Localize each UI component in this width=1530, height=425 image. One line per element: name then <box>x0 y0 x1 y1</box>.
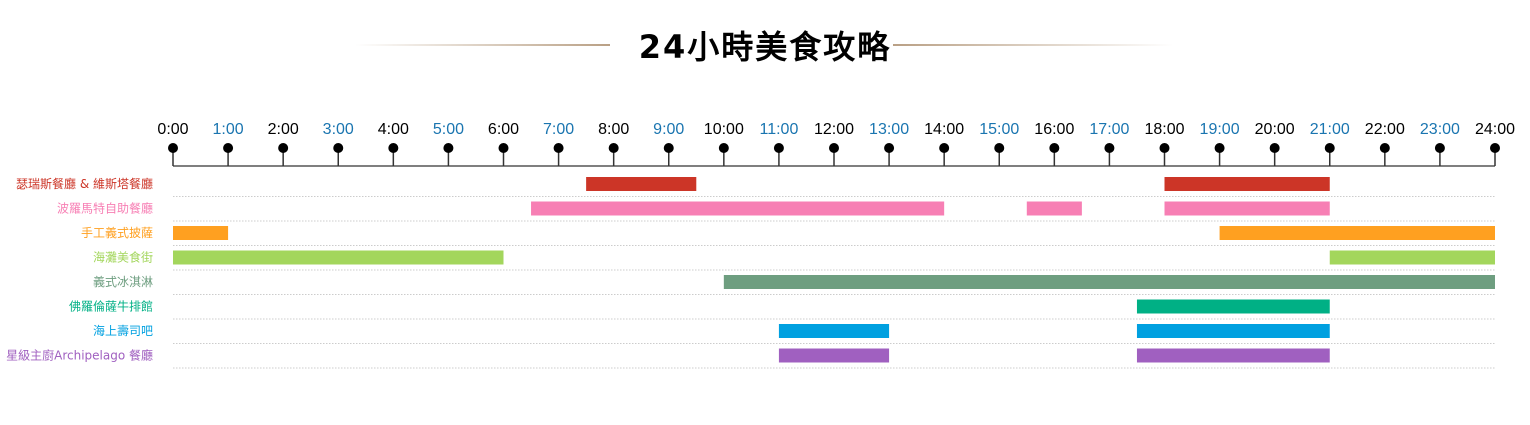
row-label: 佛羅倫薩牛排館 <box>69 299 153 314</box>
x-tick-dot <box>1159 143 1170 153</box>
time-bar <box>173 250 504 265</box>
x-tick-label: 7:00 <box>543 121 574 138</box>
x-tick-label: 8:00 <box>598 121 629 138</box>
x-tick-label: 21:00 <box>1310 121 1350 138</box>
time-bar <box>1136 324 1330 338</box>
x-tick-label: 24:00 <box>1475 121 1515 138</box>
title-divider-right <box>893 44 1173 46</box>
x-tick-dot <box>223 143 234 153</box>
x-tick-dot <box>388 143 399 153</box>
time-bar <box>1164 201 1330 216</box>
x-tick-dot <box>1434 143 1445 153</box>
row-label: 波羅馬特自助餐廳 <box>57 201 153 216</box>
time-bar <box>1219 226 1495 240</box>
x-tick-label: 9:00 <box>653 121 684 138</box>
x-tick-dot <box>553 143 564 153</box>
x-tick-dot <box>884 143 895 153</box>
x-tick-dot <box>1269 143 1280 153</box>
x-tick-label: 14:00 <box>924 121 964 138</box>
x-tick-label: 1:00 <box>213 121 244 138</box>
x-tick-label: 4:00 <box>378 121 409 138</box>
x-tick-dot <box>443 143 454 153</box>
x-tick-dot <box>718 143 729 153</box>
chart-title: 24小時美食攻略 <box>638 28 892 66</box>
x-tick-label: 20:00 <box>1255 121 1295 138</box>
x-tick-label: 17:00 <box>1089 121 1129 138</box>
x-tick-dot <box>829 143 839 153</box>
x-tick-dot <box>278 143 289 153</box>
x-tick-dot <box>1049 143 1060 153</box>
x-tick-dot <box>994 143 1005 153</box>
x-tick-label: 18:00 <box>1144 121 1184 138</box>
row-label: 海上壽司吧 <box>93 323 153 338</box>
x-tick-label: 15:00 <box>979 121 1019 138</box>
x-tick-dot <box>1324 143 1335 153</box>
time-bar <box>778 324 890 338</box>
x-tick-dot <box>1490 143 1500 153</box>
time-bar <box>1136 299 1330 314</box>
x-tick-dot <box>498 143 509 153</box>
time-bar <box>1329 250 1495 265</box>
x-tick-dot <box>608 143 619 153</box>
x-tick-label: 19:00 <box>1200 121 1240 138</box>
title-divider-left <box>355 44 610 46</box>
x-tick-dot <box>939 143 950 153</box>
x-tick-dot <box>1214 143 1225 153</box>
x-tick-dot <box>333 143 344 153</box>
x-tick-label: 16:00 <box>1034 121 1074 138</box>
x-tick-label: 5:00 <box>433 121 464 138</box>
time-bar <box>531 201 945 216</box>
x-tick-dot <box>168 143 178 153</box>
chart-title-area: 24小時美食攻略 <box>0 22 1530 68</box>
time-bar <box>1164 177 1330 191</box>
x-tick-dot <box>1379 143 1390 153</box>
time-bar <box>1136 348 1330 363</box>
x-tick-label: 13:00 <box>869 121 909 138</box>
x-tick-label: 6:00 <box>488 121 519 138</box>
time-bar <box>586 177 697 191</box>
row-label: 瑟瑞斯餐廳 & 維斯塔餐廳 <box>16 176 153 191</box>
time-bar <box>173 226 229 240</box>
x-tick-label: 22:00 <box>1365 121 1405 138</box>
row-label: 義式冰淇淋 <box>93 274 153 289</box>
x-tick-label: 10:00 <box>704 121 744 138</box>
x-tick-label: 11:00 <box>759 121 798 138</box>
x-tick-label: 23:00 <box>1420 121 1460 138</box>
x-tick-label: 0:00 <box>157 121 188 138</box>
row-label: 海灘美食街 <box>93 250 153 265</box>
time-bar <box>778 348 890 363</box>
x-tick-label: 3:00 <box>323 121 354 138</box>
x-tick-dot <box>1104 143 1115 153</box>
row-label: 星級主廚Archipelago 餐廳 <box>6 348 153 363</box>
x-tick-dot <box>773 143 784 153</box>
row-label: 手工義式披薩 <box>81 225 153 240</box>
x-tick-label: 12:00 <box>814 121 854 138</box>
time-bar <box>1026 201 1082 216</box>
x-tick-label: 2:00 <box>268 121 299 138</box>
x-tick-dot <box>663 143 674 153</box>
time-bar <box>723 275 1495 289</box>
